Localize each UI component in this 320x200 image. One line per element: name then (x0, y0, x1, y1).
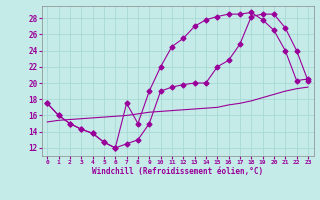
X-axis label: Windchill (Refroidissement éolien,°C): Windchill (Refroidissement éolien,°C) (92, 167, 263, 176)
